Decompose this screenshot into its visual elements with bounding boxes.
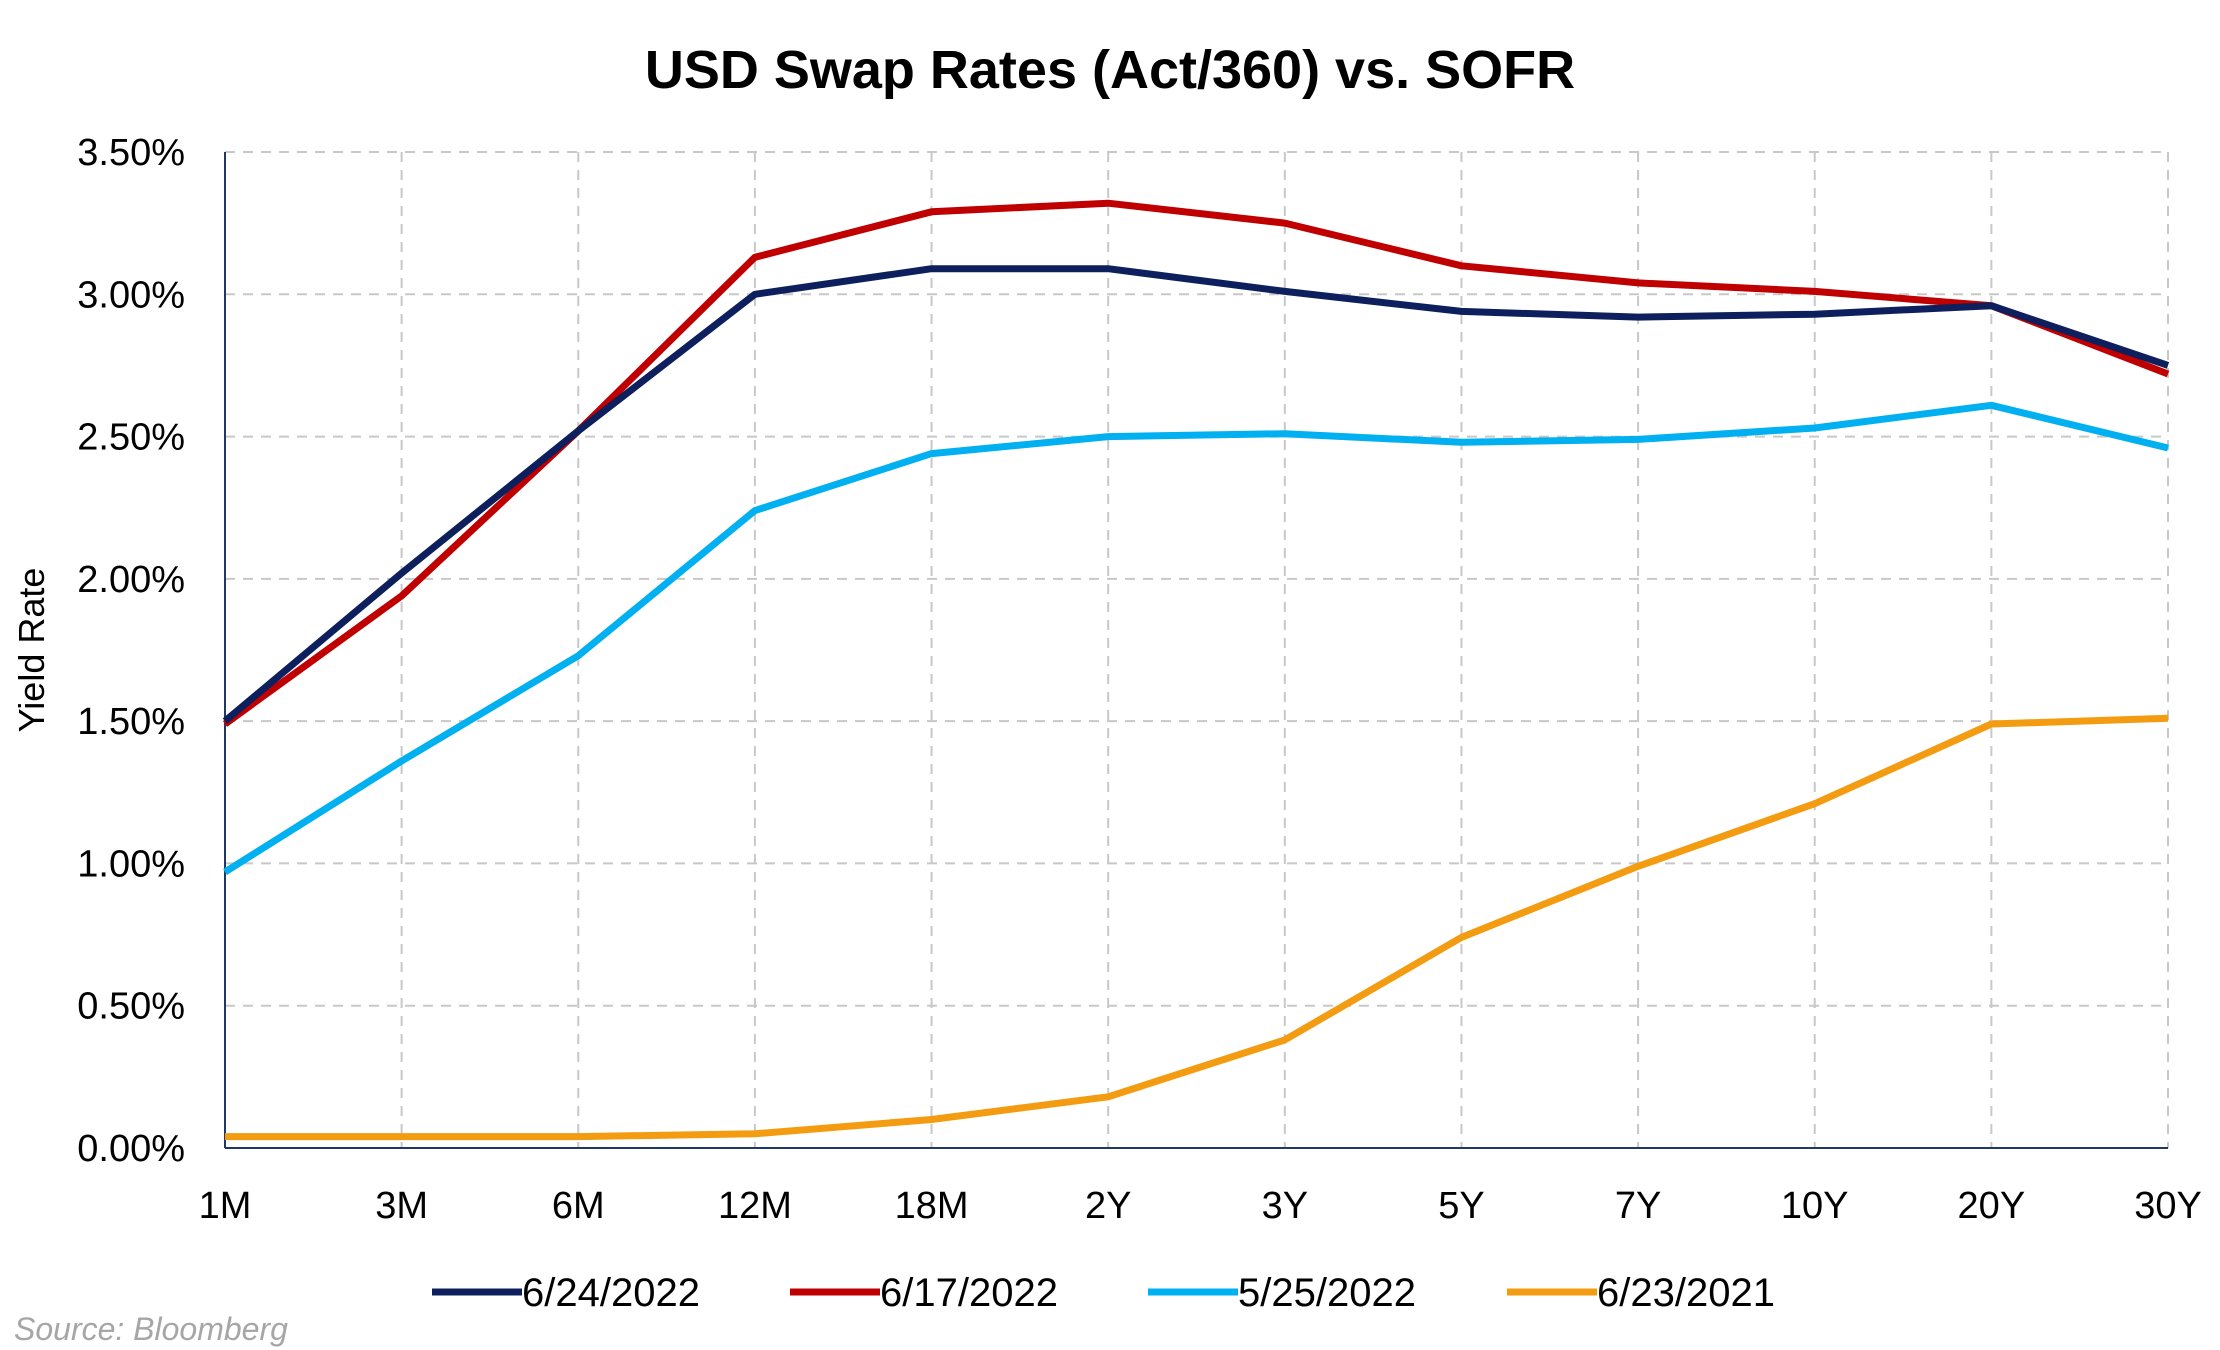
y-tick-label: 2.50% [77,417,185,459]
axes [224,152,2168,1149]
legend: 6/24/2022 6/17/2022 5/25/2022 6/23/2021 [432,1271,1775,1315]
x-tick-label: 5Y [1438,1185,1484,1227]
y-tick-label: 1.50% [77,701,185,743]
x-tick-label: 3M [375,1185,428,1227]
x-tick-label: 10Y [1781,1185,1849,1227]
legend-item: 6/17/2022 [790,1271,1058,1315]
legend-label: 6/23/2021 [1597,1271,1775,1315]
x-tick-label: 3Y [1262,1185,1308,1227]
chart-title: USD Swap Rates (Act/360) vs. SOFR [645,40,1575,100]
x-tick-label: 20Y [1958,1185,2026,1227]
x-tick-label: 7Y [1615,1185,1661,1227]
y-tick-label: 2.00% [77,559,185,601]
x-tick-label: 2Y [1085,1185,1131,1227]
legend-item: 6/23/2021 [1507,1271,1775,1315]
legend-label: 5/25/2022 [1238,1271,1416,1315]
y-tick-label: 1.00% [77,843,185,885]
y-tick-label: 0.00% [77,1128,185,1170]
y-axis-ticks: 0.00% 0.50% 1.00% 1.50% 2.00% 2.50% 3.00% 3.50% [77,132,185,1170]
legend-item: 5/25/2022 [1148,1271,1416,1315]
y-axis-title: Yield Rate [11,568,52,733]
legend-label: 6/24/2022 [522,1271,700,1315]
series-lines [222,199,2170,1141]
legend-item: 6/24/2022 [432,1271,700,1315]
series-line [223,401,2169,875]
x-tick-label: 12M [718,1185,792,1227]
x-tick-label: 1M [199,1185,252,1227]
y-tick-label: 3.50% [77,132,185,174]
legend-label: 6/17/2022 [880,1271,1058,1315]
series-line [222,265,2170,724]
x-tick-label: 6M [552,1185,605,1227]
y-tick-label: 0.50% [77,986,185,1028]
y-tick-label: 3.00% [77,274,185,316]
grid-lines [225,151,2169,1148]
x-tick-label: 30Y [2134,1185,2202,1227]
series-line [225,714,2169,1141]
source-note: Source: Bloomberg [14,1311,288,1347]
x-axis-ticks: 1M 3M 6M 12M 18M 2Y 3Y 5Y 7Y 10Y 20Y 30Y [199,1185,2202,1227]
x-tick-label: 18M [895,1185,969,1227]
